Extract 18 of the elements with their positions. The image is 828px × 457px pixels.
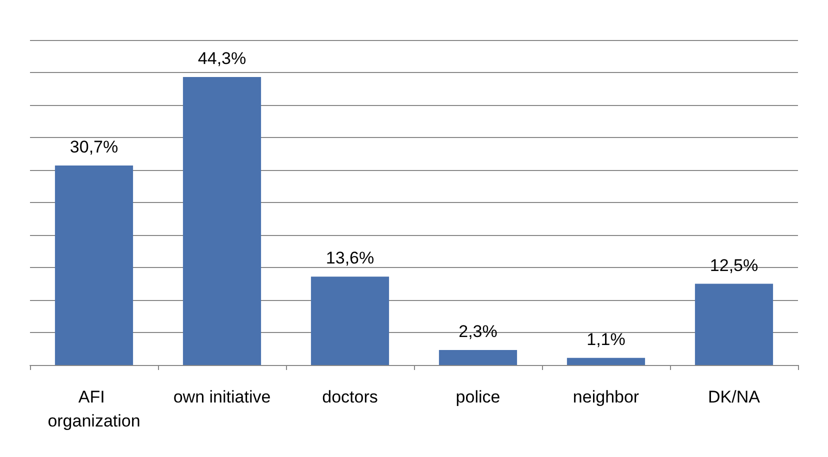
data-label: 13,6% — [326, 248, 374, 268]
bar — [438, 350, 518, 365]
data-label: 1,1% — [586, 330, 626, 349]
data-label: 30,7% — [70, 137, 118, 156]
x-tick-label: AFI organization — [48, 388, 140, 430]
data-label: 12,5% — [710, 256, 758, 275]
x-tick-label: police — [456, 388, 500, 406]
x-tick-label: DK/NA — [708, 388, 761, 406]
data-label: 2,3% — [458, 322, 498, 342]
bar — [54, 165, 134, 365]
bar — [182, 77, 262, 365]
data-label: 44,3% — [198, 49, 246, 68]
bar — [566, 358, 646, 365]
bar — [694, 284, 774, 365]
x-tick-label: own initiative — [173, 388, 271, 406]
x-tick-label: doctors — [322, 388, 378, 406]
x-tick-label: neighbor — [572, 388, 640, 406]
bar — [310, 276, 390, 365]
